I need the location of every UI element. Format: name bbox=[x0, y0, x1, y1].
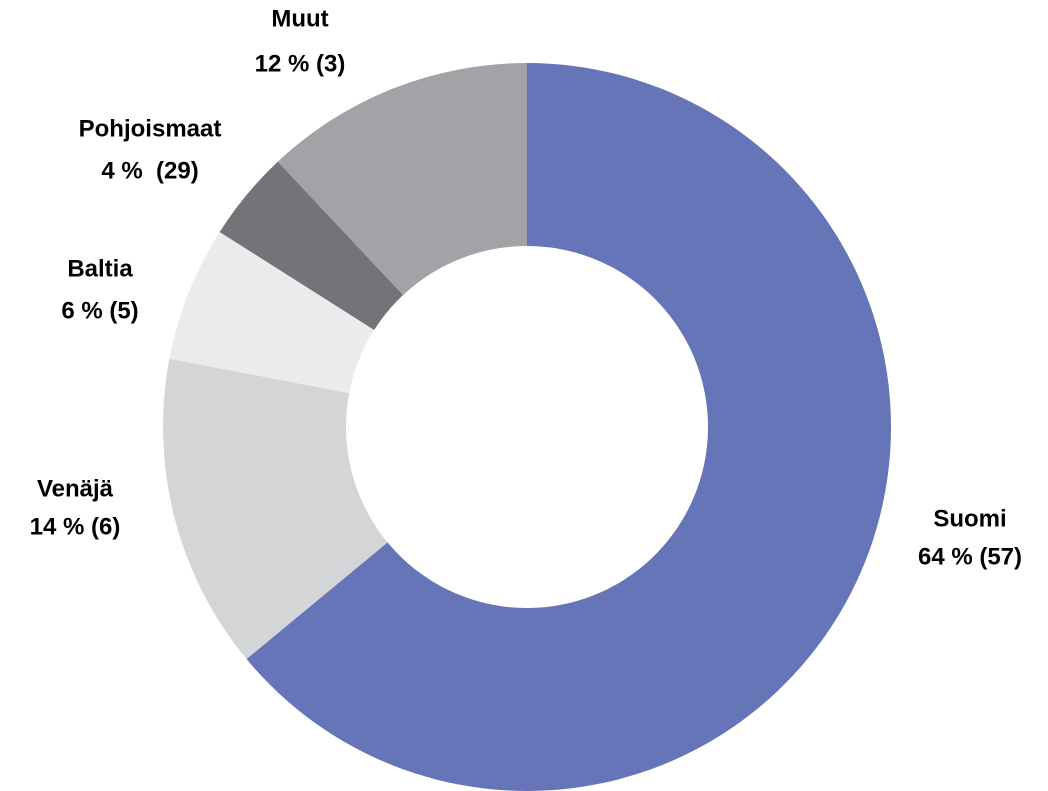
segment-label: Muut bbox=[271, 5, 328, 32]
value-label: 6 % (5) bbox=[61, 297, 138, 324]
donut-segment bbox=[169, 231, 375, 394]
segment-label: Baltia bbox=[67, 255, 133, 282]
donut-segment bbox=[219, 161, 404, 331]
donut-segment bbox=[246, 63, 891, 791]
donut-segment bbox=[163, 358, 388, 660]
segment-label: Suomi bbox=[933, 505, 1006, 532]
value-label: 12 % (3) bbox=[255, 50, 346, 77]
value-label: 14 % (6) bbox=[30, 513, 121, 540]
segment-label: Pohjoismaat bbox=[79, 115, 222, 142]
donut-segment bbox=[277, 62, 527, 296]
segment-label: Venäjä bbox=[37, 475, 114, 502]
value-label: 4 % (29) bbox=[101, 157, 198, 184]
value-label: 64 % (57) bbox=[918, 543, 1022, 570]
